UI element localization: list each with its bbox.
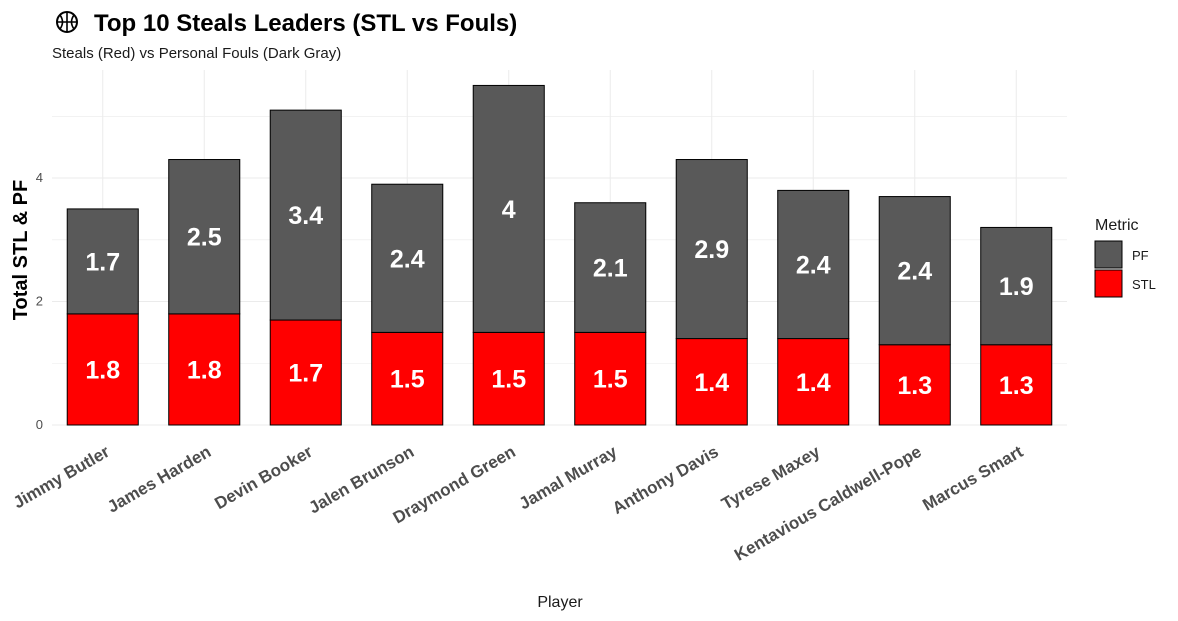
bar-label-stl: 1.4	[694, 369, 729, 397]
bar-stl	[371, 331, 444, 426]
x-tick-label: Jimmy Butler	[10, 442, 113, 512]
bar-stl	[168, 313, 241, 426]
x-tick-label: Kentavious Caldwell-Pope	[731, 442, 925, 565]
y-tick-label: 2	[36, 294, 43, 309]
bar-stl	[269, 319, 342, 426]
bar-label-pf: 2.9	[694, 236, 729, 264]
bar-label-pf: 1.9	[999, 273, 1034, 301]
legend-key-stl	[1094, 269, 1123, 298]
bar-label-pf: 2.5	[187, 224, 222, 252]
chart-title-group: Top 10 Steals Leaders (STL vs Fouls) Ste…	[52, 10, 517, 62]
bar-label-stl: 1.8	[187, 356, 222, 384]
bar-pf	[878, 196, 951, 346]
bar-group: 1.8 1.7 1.8 2.5 1.7 3.4 1.5 2.4 1.5 4 1.5 2.1 1.4 2.9…	[66, 84, 1053, 426]
legend-label-pf: PF	[1132, 248, 1149, 263]
bar-pf	[269, 109, 342, 321]
bar-label-pf: 2.4	[897, 258, 932, 286]
bar-stl	[878, 344, 951, 426]
legend: Metric PF STL	[1094, 217, 1156, 298]
bar-label-stl: 1.3	[999, 372, 1034, 400]
bar-stl	[980, 344, 1053, 426]
x-tick-label: Jamal Murray	[516, 442, 621, 514]
bar-pf	[675, 159, 748, 340]
y-axis-label: Total STL & PF	[10, 180, 32, 320]
chart-title: Top 10 Steals Leaders (STL vs Fouls)	[94, 10, 517, 37]
bar-label-stl: 1.5	[390, 366, 425, 394]
bar-stl	[66, 313, 139, 426]
bar-label-stl: 1.5	[491, 366, 526, 394]
bar-label-pf: 4	[502, 196, 516, 224]
x-tick-label: Tyrese Maxey	[718, 442, 823, 514]
y-axis-ticks: 0 2 4	[36, 170, 43, 432]
bar-label-stl: 1.4	[796, 369, 831, 397]
bar-label-stl: 1.7	[288, 360, 323, 388]
bar-pf	[371, 183, 444, 333]
legend-key-pf	[1094, 240, 1123, 269]
legend-label-stl: STL	[1132, 277, 1156, 292]
basketball-icon	[56, 11, 78, 33]
chart-subtitle: Steals (Red) vs Personal Fouls (Dark Gra…	[52, 45, 341, 62]
x-tick-label: James Harden	[104, 442, 214, 517]
bar-stl	[777, 338, 850, 426]
bar-stl	[472, 331, 545, 426]
bar-label-stl: 1.3	[897, 372, 932, 400]
bar-pf	[472, 84, 545, 333]
bar-stl	[675, 338, 748, 426]
bar-label-pf: 2.1	[593, 255, 628, 283]
bar-label-pf: 3.4	[288, 202, 323, 230]
legend-title: Metric	[1095, 217, 1139, 234]
bar-label-pf: 2.4	[390, 245, 425, 273]
bar-label-stl: 1.8	[85, 356, 120, 384]
bar-pf	[66, 208, 139, 315]
bar-label-pf: 2.4	[796, 251, 831, 279]
x-axis-label: Player	[537, 594, 583, 611]
y-tick-label: 0	[36, 417, 43, 432]
x-tick-label: Anthony Davis	[609, 442, 722, 518]
bar-pf	[777, 189, 850, 340]
bar-label-stl: 1.5	[593, 366, 628, 394]
bar-label-pf: 1.7	[85, 248, 120, 276]
y-tick-label: 4	[36, 170, 43, 185]
bar-pf	[168, 159, 241, 315]
bar-pf	[574, 202, 647, 333]
bar-pf	[980, 226, 1053, 346]
bar-stl	[574, 331, 647, 426]
x-tick-label: Marcus Smart	[919, 442, 1026, 515]
x-tick-label: Devin Booker	[211, 442, 316, 513]
